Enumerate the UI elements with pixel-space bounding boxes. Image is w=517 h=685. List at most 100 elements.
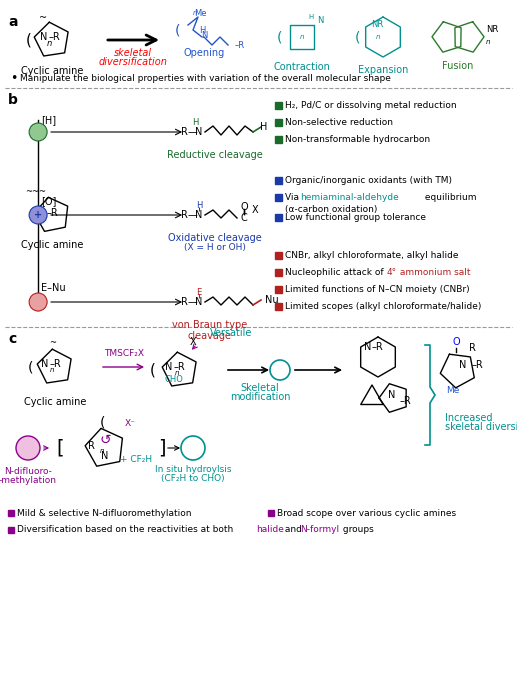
Text: Nu: Nu (265, 295, 279, 305)
Text: —: — (187, 127, 197, 137)
Bar (268, 510, 274, 516)
Text: hemiaminal-aldehyde: hemiaminal-aldehyde (300, 192, 399, 201)
Text: n: n (486, 39, 491, 45)
Text: E–Nu: E–Nu (41, 283, 66, 293)
Text: modification: modification (230, 392, 290, 402)
Text: (: ( (26, 32, 32, 47)
Text: N: N (165, 362, 173, 372)
Text: n: n (300, 34, 304, 40)
Text: ~~~: ~~~ (25, 187, 47, 196)
Text: (α-carbon oxidation): (α-carbon oxidation) (285, 205, 377, 214)
Text: n: n (47, 38, 52, 47)
Text: N: N (195, 127, 203, 137)
Text: equilibrium: equilibrium (422, 192, 477, 201)
Text: O: O (452, 337, 460, 347)
Text: –R: –R (173, 362, 185, 372)
Text: a: a (8, 15, 18, 29)
Text: Limited scopes (alkyl chloroformate/halide): Limited scopes (alkyl chloroformate/hali… (285, 301, 481, 310)
Text: +: + (34, 210, 42, 220)
Text: halide: halide (256, 525, 284, 534)
Bar (275, 119, 282, 126)
Text: N: N (40, 32, 48, 42)
Text: 4°: 4° (387, 268, 397, 277)
Text: [H]: [H] (41, 115, 56, 125)
Text: X: X (252, 205, 258, 215)
Text: N: N (195, 210, 203, 220)
Text: TMSCF₂X: TMSCF₂X (104, 349, 144, 358)
Bar (8, 510, 14, 516)
Text: Increased: Increased (445, 413, 493, 423)
Text: von Braun type: von Braun type (172, 320, 248, 330)
Text: In situ hydroylsis: In situ hydroylsis (155, 465, 231, 474)
Text: R: R (181, 210, 188, 220)
Bar (8, 527, 14, 533)
Text: •: • (10, 71, 18, 84)
Text: –R: –R (235, 40, 245, 49)
Text: C: C (240, 213, 247, 223)
Bar (275, 102, 282, 109)
Text: cleavage: cleavage (188, 331, 232, 341)
Text: –R: –R (400, 396, 412, 406)
Text: R: R (88, 440, 95, 451)
Text: ammonium salt: ammonium salt (397, 268, 470, 277)
Text: Manipulate the biological properties with variation of the overall molecular sha: Manipulate the biological properties wit… (20, 73, 391, 82)
Text: [: [ (56, 438, 64, 458)
Text: N: N (195, 297, 203, 307)
Text: (: ( (277, 30, 283, 44)
Circle shape (16, 436, 40, 460)
Text: Non-transformable hydrocarbon: Non-transformable hydrocarbon (285, 134, 430, 143)
Text: skeletal: skeletal (114, 48, 152, 58)
Text: n: n (175, 370, 179, 376)
Text: (: ( (175, 23, 181, 37)
Text: H: H (261, 122, 268, 132)
Text: N: N (317, 16, 324, 25)
Text: (CF₂H to CHO): (CF₂H to CHO) (161, 474, 225, 483)
Text: Nucleophilic attack of: Nucleophilic attack of (285, 268, 387, 277)
Text: (: ( (355, 30, 361, 44)
Text: (: ( (100, 415, 105, 429)
Text: R: R (468, 343, 476, 353)
Text: ~: ~ (39, 13, 48, 23)
Circle shape (29, 123, 47, 141)
Circle shape (29, 293, 47, 311)
Text: NR: NR (486, 25, 498, 34)
Text: ↺: ↺ (99, 433, 111, 447)
Bar (275, 177, 282, 184)
Text: –R: –R (372, 342, 384, 352)
Text: CHO: CHO (164, 375, 183, 384)
Text: Me: Me (446, 386, 460, 395)
Text: N: N (388, 390, 396, 400)
Text: X⁻: X⁻ (125, 419, 136, 427)
Text: —: — (187, 210, 197, 220)
Text: n: n (376, 34, 380, 40)
Text: –R: –R (49, 359, 61, 369)
Text: Cyclic amine: Cyclic amine (21, 240, 83, 250)
Text: H: H (309, 14, 314, 20)
Text: CNBr, alkyl chloroformate, alkyl halide: CNBr, alkyl chloroformate, alkyl halide (285, 251, 459, 260)
Text: N: N (201, 31, 207, 40)
Text: -methylation: -methylation (0, 476, 57, 485)
Text: ]: ] (158, 438, 165, 458)
Circle shape (270, 360, 290, 380)
Text: Oxidative cleavage: Oxidative cleavage (168, 233, 262, 243)
Text: c: c (8, 332, 16, 346)
Text: N-difluoro-: N-difluoro- (4, 467, 52, 476)
Bar (275, 286, 282, 293)
Text: Expansion: Expansion (358, 65, 408, 75)
Text: Opening: Opening (184, 48, 224, 58)
Text: Me: Me (194, 8, 206, 18)
Bar (275, 194, 282, 201)
Text: (: ( (150, 362, 156, 377)
Bar (275, 269, 282, 276)
Text: N-formyl: N-formyl (300, 525, 339, 534)
Text: N: N (38, 208, 45, 218)
Bar (275, 136, 282, 143)
Text: N: N (363, 342, 371, 352)
Text: Non-selective reduction: Non-selective reduction (285, 118, 393, 127)
Text: N: N (101, 451, 109, 461)
Text: H: H (199, 25, 205, 34)
Text: b: b (8, 93, 18, 107)
Text: E: E (196, 288, 202, 297)
Text: O: O (240, 202, 248, 212)
Text: Cyclic amine: Cyclic amine (21, 66, 83, 76)
